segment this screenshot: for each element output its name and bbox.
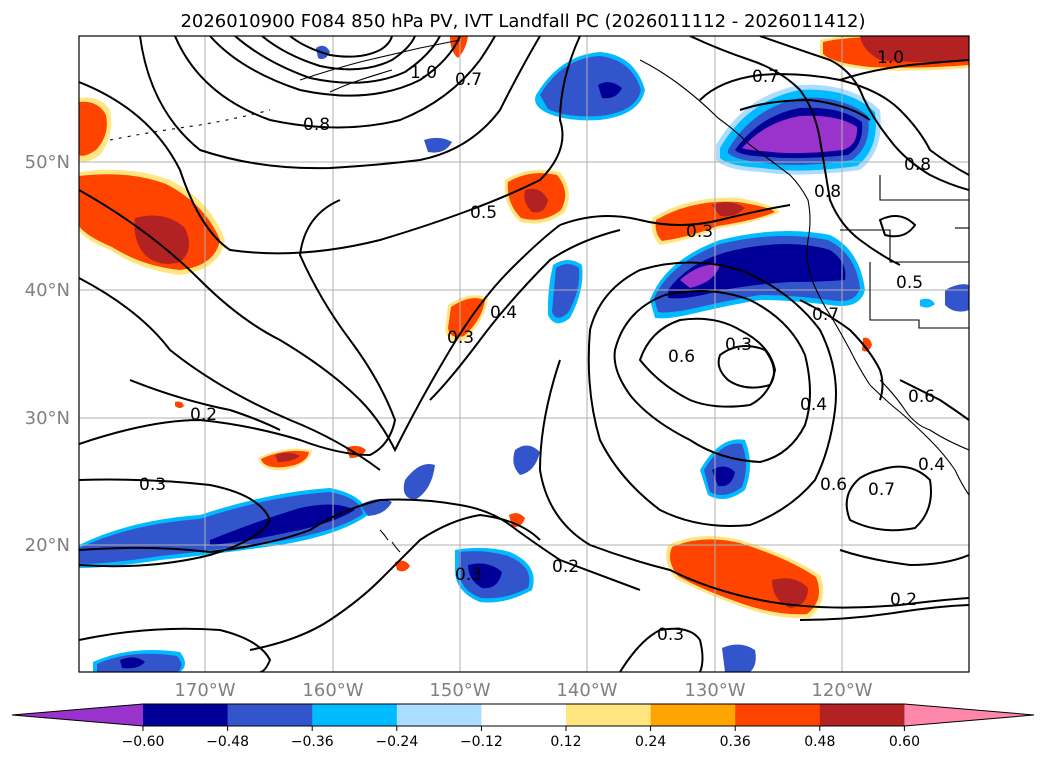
colorbar-segment bbox=[312, 704, 398, 726]
colorbar-tick-label: 0.36 bbox=[720, 734, 751, 750]
latitude-labels: 50°N 40°N 30°N 20°N bbox=[25, 152, 70, 556]
colorbar-tick-label: −0.48 bbox=[206, 734, 249, 750]
contour-label: 0.4 bbox=[800, 395, 827, 415]
colorbar: −0.60 −0.48 −0.36 −0.24 −0.12 0.12 0.24 0.36 0.4… bbox=[11, 703, 1035, 750]
lat-label: 30°N bbox=[25, 408, 70, 429]
contour-label: 0.6 bbox=[820, 475, 847, 495]
colorbar-tick-label: 0.24 bbox=[635, 734, 666, 750]
figure-title: 2026010900 F084 850 hPa PV, IVT Landfall… bbox=[180, 11, 865, 32]
colorbar-tick-label: −0.36 bbox=[291, 734, 334, 750]
graticule bbox=[79, 36, 969, 672]
colorbar-tick-label: 0.60 bbox=[889, 734, 920, 750]
lat-label: 20°N bbox=[25, 535, 70, 556]
colorbar-segment bbox=[481, 704, 567, 726]
contour-label: 0.3 bbox=[447, 328, 474, 348]
colorbar-segment bbox=[227, 704, 313, 726]
coastlines bbox=[109, 39, 969, 553]
contour-label: 0.7 bbox=[455, 70, 482, 90]
map-content: 1.0 1.0 0.7 0.8 0.7 0.8 0.5 0.3 0.4 0.3 … bbox=[79, 36, 969, 672]
lon-label: 150°W bbox=[429, 680, 490, 701]
contour-label: 0.6 bbox=[668, 347, 695, 367]
contour-label: 0.3 bbox=[686, 222, 713, 242]
colorbar-segment bbox=[819, 704, 905, 726]
longitude-labels: 170°W 160°W 150°W 140°W 130°W 120°W bbox=[174, 680, 872, 701]
contour-label: 0.2 bbox=[552, 557, 579, 577]
colorbar-tick-label: −0.60 bbox=[122, 734, 165, 750]
contour-label: 0.3 bbox=[455, 565, 482, 585]
colorbar-segment bbox=[143, 704, 229, 726]
colorbar-extend-left bbox=[12, 704, 143, 726]
lat-label: 40°N bbox=[25, 280, 70, 301]
lon-label: 140°W bbox=[556, 680, 617, 701]
lon-label: 130°W bbox=[684, 680, 745, 701]
map-frame bbox=[78, 35, 970, 673]
contour-label: 0.5 bbox=[470, 203, 497, 223]
colorbar-extend-right bbox=[904, 704, 1034, 726]
lon-label: 120°W bbox=[811, 680, 872, 701]
contour-label: 0.2 bbox=[190, 405, 217, 425]
contour-label: 0.3 bbox=[139, 475, 166, 495]
contour-labels: 1.0 1.0 0.7 0.8 0.7 0.8 0.5 0.3 0.4 0.3 … bbox=[139, 48, 945, 645]
contour-label: 0.8 bbox=[303, 115, 330, 135]
contour-label: 0.6 bbox=[908, 387, 935, 407]
colorbar-tick-label: −0.24 bbox=[375, 734, 418, 750]
colorbar-tick-label: 0.48 bbox=[804, 734, 835, 750]
contour-label: 0.3 bbox=[657, 625, 684, 645]
negative-anomaly-shading bbox=[79, 45, 969, 672]
contour-label: 1.0 bbox=[877, 48, 904, 68]
contour-label: 1.0 bbox=[410, 63, 437, 83]
colorbar-segment bbox=[396, 704, 482, 726]
colorbar-segment bbox=[650, 704, 736, 726]
contour-label: 0.8 bbox=[904, 155, 931, 175]
contour-label: 0.2 bbox=[890, 590, 917, 610]
contour-label: 0.5 bbox=[896, 273, 923, 293]
contour-lines bbox=[79, 36, 969, 672]
contour-label: 0.7 bbox=[752, 67, 779, 87]
lon-label: 170°W bbox=[174, 680, 235, 701]
contour-label: 0.4 bbox=[490, 303, 517, 323]
contour-label: 0.4 bbox=[918, 455, 945, 475]
colorbar-tick-label: −0.12 bbox=[460, 734, 503, 750]
lat-label: 50°N bbox=[25, 152, 70, 173]
contour-label: 0.7 bbox=[868, 480, 895, 500]
contour-label: 0.8 bbox=[814, 182, 841, 202]
contour-label: 0.3 bbox=[725, 335, 752, 355]
colorbar-tick-label: 0.12 bbox=[550, 734, 581, 750]
contour-label: 0.7 bbox=[812, 305, 839, 325]
colorbar-segment bbox=[735, 704, 821, 726]
lon-label: 160°W bbox=[302, 680, 363, 701]
colorbar-segment bbox=[566, 704, 652, 726]
positive-anomaly-shading bbox=[79, 36, 969, 619]
